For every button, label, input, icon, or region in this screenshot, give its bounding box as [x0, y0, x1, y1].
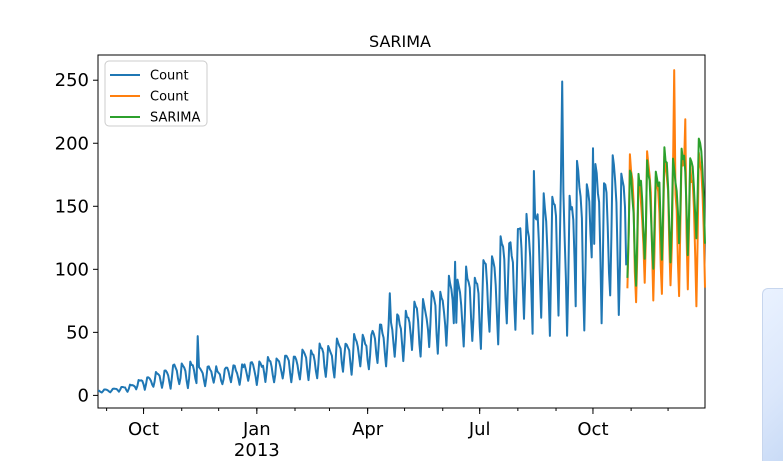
series-line-1 [97, 80, 628, 394]
x-tick-label: Apr [352, 419, 384, 440]
series-line-2 [626, 69, 706, 308]
y-axis: 0 50 100 150 200 250 [55, 70, 98, 406]
series-line-3 [626, 137, 706, 287]
legend: Count Count SARIMA [104, 60, 208, 127]
y-tick-label: 100 [55, 259, 89, 280]
x-tick-label: Oct [128, 419, 159, 440]
x-tick-label: Jan [242, 419, 271, 440]
legend-box [104, 60, 208, 127]
legend-label-1: Count [150, 69, 189, 84]
x-tick-label: Oct [577, 419, 608, 440]
x-tick-sublabel: 2013 [234, 440, 280, 460]
y-tick-label: 200 [55, 133, 89, 154]
legend-label-3: SARIMA [150, 111, 200, 126]
y-tick-label: 250 [55, 70, 89, 91]
side-panel-edge[interactable] [762, 288, 783, 461]
y-tick-label: 50 [66, 322, 89, 343]
series-layer [97, 69, 706, 394]
x-tick-label: Jul [468, 419, 491, 440]
legend-label-2: Count [150, 90, 189, 105]
y-tick-label: 150 [55, 196, 89, 217]
y-tick-label: 0 [78, 385, 89, 406]
chart-title: SARIMA [369, 32, 431, 51]
